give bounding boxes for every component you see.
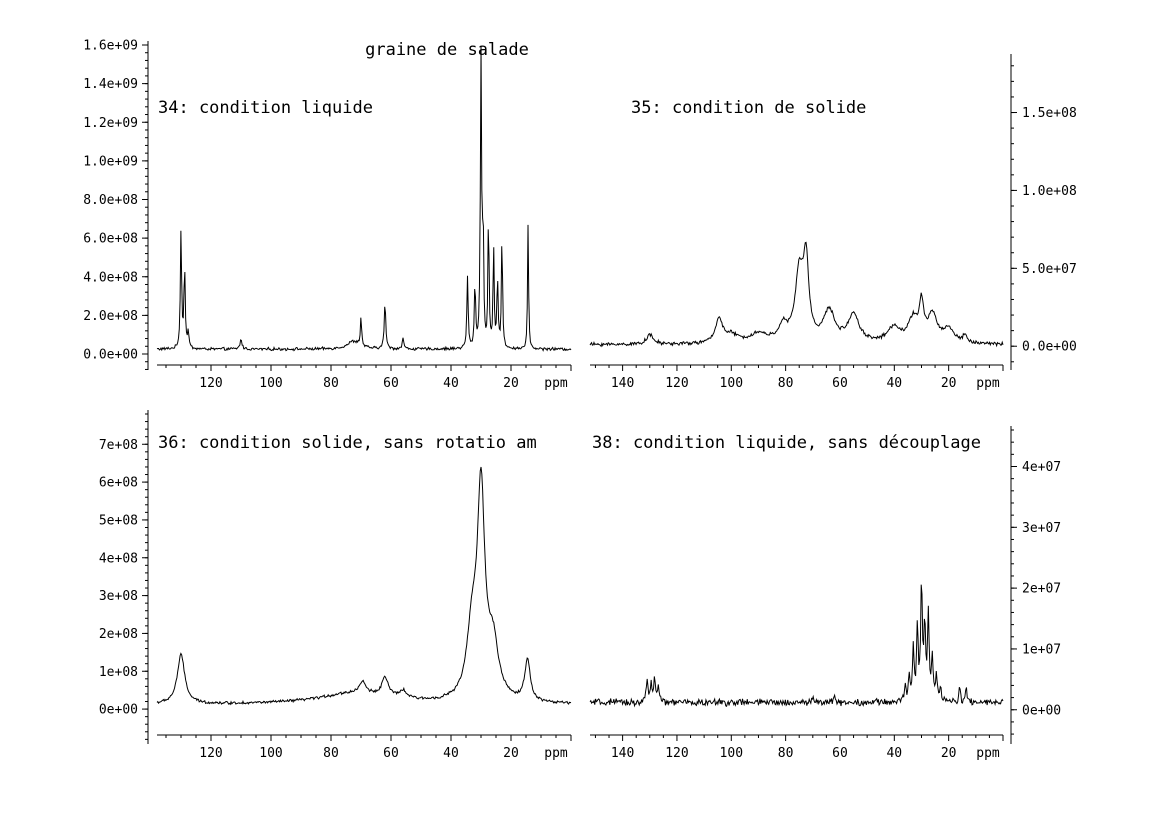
x-tick-label: 40: [886, 376, 902, 391]
x-tick-label: 120: [665, 746, 688, 761]
panel-title: 35: condition de solide: [631, 98, 866, 118]
y-tick-label: 2e+07: [1022, 582, 1061, 597]
y-tick-label: 0.0e+00: [83, 348, 138, 363]
x-tick-label: 140: [611, 746, 634, 761]
x-tick-label: 20: [503, 746, 519, 761]
x-tick-label: 20: [941, 376, 957, 391]
figure-title: graine de salade: [365, 40, 529, 60]
y-tick-label: 1.2e+09: [83, 116, 138, 131]
y-tick-label: 5.0e+07: [1022, 262, 1077, 277]
x-axis-label: ppm: [544, 746, 568, 761]
spectrum-line: [156, 45, 572, 352]
x-tick-label: 40: [443, 746, 459, 761]
x-axis-label: ppm: [976, 376, 1000, 391]
y-tick-label: 1.4e+09: [83, 77, 138, 92]
x-tick-label: 120: [199, 746, 222, 761]
x-tick-label: 140: [611, 376, 634, 391]
y-tick-label: 7e+08: [99, 438, 138, 453]
y-tick-label: 2.0e+08: [83, 309, 138, 324]
x-tick-label: 20: [941, 746, 957, 761]
y-tick-label: 3e+08: [99, 589, 138, 604]
y-tick-label: 6.0e+08: [83, 232, 138, 247]
spectrum-line: [589, 241, 1004, 348]
x-tick-label: 80: [778, 746, 794, 761]
x-tick-label: 60: [832, 376, 848, 391]
x-tick-label: 100: [259, 746, 282, 761]
y-tick-label: 1.6e+09: [83, 39, 138, 54]
x-tick-label: 40: [443, 376, 459, 391]
x-tick-label: 120: [199, 376, 222, 391]
spectrum-panel-3: 120 100 80 60 40 20 ppm 0e+00 1e+08 2e+08 3e+08 4e+…: [99, 410, 572, 761]
y-tick-label: 2e+08: [99, 627, 138, 642]
y-tick-label: 1.5e+08: [1022, 106, 1077, 121]
y-tick-label: 5e+08: [99, 513, 138, 528]
plot-grid: 120 100 80 60 40 20 ppm 0.0e+00 2.0e+08 4.0e+08 6.…: [83, 39, 1077, 762]
y-tick-label: 1e+07: [1022, 642, 1061, 657]
panel-title: 38: condition liquide, sans découplage: [592, 433, 981, 453]
x-tick-label: 100: [259, 376, 282, 391]
y-tick-label: 4.0e+08: [83, 270, 138, 285]
x-tick-label: 80: [778, 376, 794, 391]
y-tick-label: 4e+07: [1022, 460, 1061, 475]
x-axis-label: ppm: [976, 746, 1000, 761]
y-tick-label: 0e+00: [1022, 703, 1061, 718]
y-tick-label: 4e+08: [99, 551, 138, 566]
x-tick-label: 100: [720, 376, 743, 391]
y-tick-label: 0.0e+00: [1022, 340, 1077, 355]
x-tick-label: 60: [383, 746, 399, 761]
y-tick-label: 8.0e+08: [83, 193, 138, 208]
x-tick-label: 40: [886, 746, 902, 761]
x-tick-label: 80: [323, 746, 339, 761]
spectrum-panel-2: 140 120 100 80 60 40 20 ppm 0.0e+00 5.0e+07 1.0e+0…: [589, 54, 1077, 391]
x-tick-label: 120: [665, 376, 688, 391]
spectrum-line: [156, 466, 572, 706]
panel-title: 36: condition solide, sans rotatio am: [158, 433, 537, 453]
y-tick-label: 6e+08: [99, 476, 138, 491]
x-tick-label: 100: [720, 746, 743, 761]
y-tick-label: 1e+08: [99, 665, 138, 680]
panel-title: 34: condition liquide: [158, 98, 373, 118]
x-tick-label: 20: [503, 376, 519, 391]
spectrum-panel-4: 140 120 100 80 60 40 20 ppm 0e+00 1e+07 2e+07 3e+07…: [589, 426, 1061, 761]
x-tick-label: 60: [383, 376, 399, 391]
x-tick-label: 60: [832, 746, 848, 761]
spectrum-panel-1: 120 100 80 60 40 20 ppm 0.0e+00 2.0e+08 4.0e+08 6.…: [83, 39, 572, 391]
y-tick-label: 3e+07: [1022, 521, 1061, 536]
x-tick-label: 80: [323, 376, 339, 391]
y-tick-label: 0e+00: [99, 703, 138, 718]
y-tick-label: 1.0e+09: [83, 154, 138, 169]
spectrum-line: [589, 584, 1004, 708]
x-axis-label: ppm: [544, 376, 568, 391]
y-tick-label: 1.0e+08: [1022, 184, 1077, 199]
